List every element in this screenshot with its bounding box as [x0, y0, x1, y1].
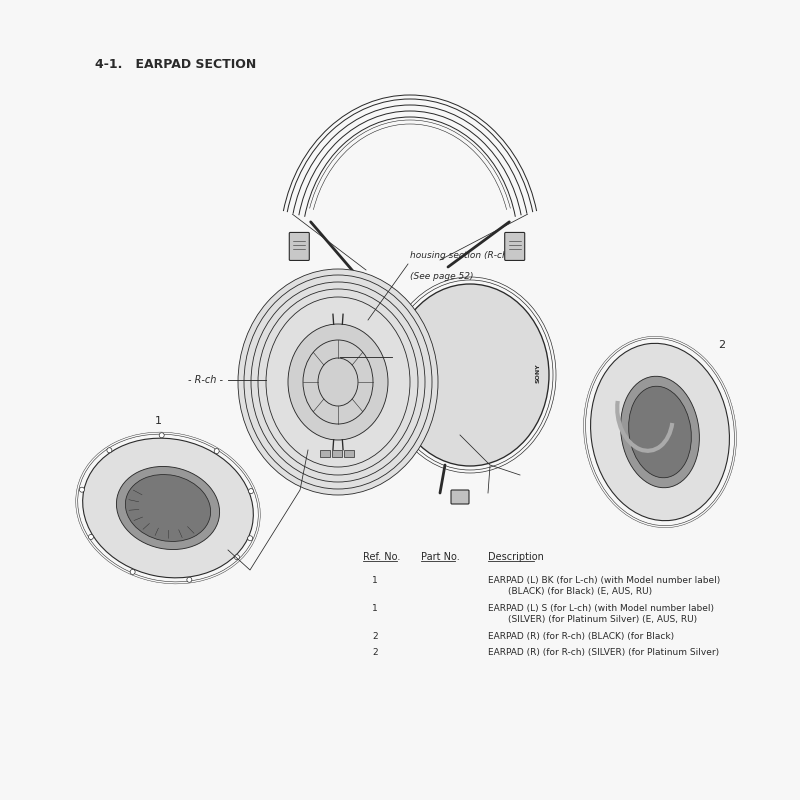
Ellipse shape	[126, 474, 210, 542]
FancyBboxPatch shape	[451, 490, 469, 504]
Text: - R-ch -: - R-ch -	[188, 375, 223, 385]
Text: 2: 2	[372, 648, 378, 657]
Ellipse shape	[238, 269, 438, 495]
Circle shape	[159, 433, 164, 438]
Circle shape	[107, 448, 112, 453]
Text: 2: 2	[718, 340, 726, 350]
Text: 1: 1	[154, 416, 162, 426]
Ellipse shape	[590, 343, 730, 521]
Ellipse shape	[391, 284, 549, 466]
Circle shape	[130, 570, 135, 574]
Text: EARPAD (R) (for R-ch) (SILVER) (for Platinum Silver): EARPAD (R) (for R-ch) (SILVER) (for Plat…	[488, 648, 719, 657]
Text: (See page 52): (See page 52)	[410, 272, 474, 281]
Ellipse shape	[117, 466, 219, 550]
FancyBboxPatch shape	[332, 450, 342, 457]
Ellipse shape	[621, 376, 699, 488]
Text: - L-ch -: - L-ch -	[302, 352, 335, 362]
Circle shape	[234, 554, 239, 560]
Text: Part No.: Part No.	[421, 552, 460, 562]
FancyBboxPatch shape	[344, 450, 354, 457]
Text: Ref. No.: Ref. No.	[363, 552, 400, 562]
Text: EARPAD (L) S (for L-ch) (with Model number label): EARPAD (L) S (for L-ch) (with Model numb…	[488, 604, 714, 613]
Text: EARPAD (L) BK (for L-ch) (with Model number label): EARPAD (L) BK (for L-ch) (with Model num…	[488, 576, 720, 585]
Ellipse shape	[629, 386, 691, 478]
Circle shape	[248, 536, 253, 541]
FancyBboxPatch shape	[290, 233, 310, 261]
Ellipse shape	[82, 438, 254, 578]
Ellipse shape	[288, 324, 388, 440]
Text: 4-1.   EARPAD SECTION: 4-1. EARPAD SECTION	[95, 58, 256, 71]
Circle shape	[214, 449, 219, 454]
Text: 2: 2	[372, 632, 378, 641]
Text: housing section (R-ch): housing section (R-ch)	[410, 251, 511, 260]
Text: (BLACK) (for Black) (E, AUS, RU): (BLACK) (for Black) (E, AUS, RU)	[508, 587, 652, 596]
Circle shape	[89, 534, 94, 539]
FancyBboxPatch shape	[320, 450, 330, 457]
Text: (SILVER) (for Platinum Silver) (E, AUS, RU): (SILVER) (for Platinum Silver) (E, AUS, …	[508, 615, 697, 624]
Text: Description: Description	[488, 552, 544, 562]
FancyBboxPatch shape	[505, 233, 525, 261]
Text: SONY: SONY	[535, 363, 541, 383]
Circle shape	[187, 578, 192, 582]
Text: EARPAD (R) (for R-ch) (BLACK) (for Black): EARPAD (R) (for R-ch) (BLACK) (for Black…	[488, 632, 674, 641]
Circle shape	[79, 487, 85, 492]
Text: 1: 1	[372, 576, 378, 585]
Text: 1: 1	[372, 604, 378, 613]
Circle shape	[249, 489, 254, 494]
